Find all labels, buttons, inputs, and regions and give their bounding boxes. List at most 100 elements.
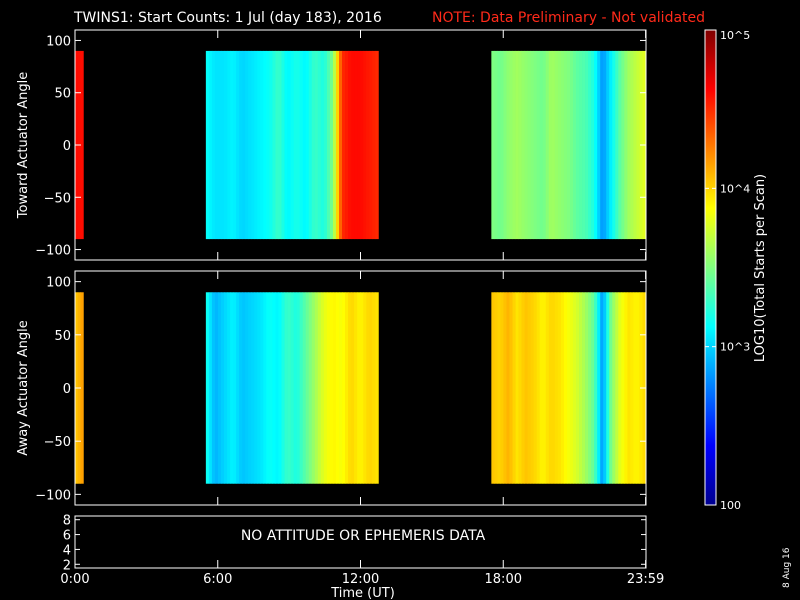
toward-heatmap-cell xyxy=(585,50,589,240)
toward-heatmap-cell xyxy=(296,50,301,240)
toward-heatmap-cell xyxy=(220,50,225,240)
away-heatmap-cell xyxy=(345,292,349,484)
toward-x-ticks xyxy=(74,30,647,260)
toward-heatmap-cell xyxy=(512,50,516,240)
ephemeris-y-tick-label: 4 xyxy=(63,543,71,558)
time-tick-label: 23:59 xyxy=(627,572,664,587)
away-heatmap-cell xyxy=(566,292,571,484)
toward-heatmap-cell xyxy=(299,50,304,240)
away-heatmap-cell xyxy=(220,292,225,484)
away-heatmap-cell xyxy=(591,292,595,484)
away-y-tick-label: −50 xyxy=(44,435,71,450)
toward-heatmap-cell xyxy=(266,50,270,240)
toward-heatmap-cell xyxy=(633,50,637,240)
toward-heatmap-cell xyxy=(260,50,264,240)
toward-heatmap-cell xyxy=(497,50,501,240)
away-heatmap-cell xyxy=(569,292,574,484)
toward-heatmap-cell xyxy=(521,50,525,240)
toward-heatmap-cell xyxy=(548,50,553,240)
away-heatmap-cell xyxy=(518,292,522,484)
away-heatmap-cell xyxy=(266,292,270,484)
away-heatmap-cell xyxy=(311,292,316,484)
toward-heatmap-cell xyxy=(363,50,367,240)
colorbar-tick-label: 10^4 xyxy=(720,182,750,195)
toward-heatmap-cell xyxy=(332,50,337,240)
toward-heatmap-cell xyxy=(281,50,285,240)
away-heatmap-cell xyxy=(588,292,592,484)
toward-heatmap-cell xyxy=(326,50,331,240)
away-heatmap-cell xyxy=(230,292,234,484)
away-heatmap-cell xyxy=(281,292,285,484)
away-heatmap-cell xyxy=(572,292,577,484)
toward-heatmap-cell xyxy=(275,50,279,240)
toward-heatmap-cell xyxy=(612,50,616,240)
away-heatmap-cell xyxy=(491,292,495,484)
time-tick-label: 18:00 xyxy=(485,572,522,587)
toward-heatmap-cell xyxy=(539,50,544,240)
away-heatmap-cell xyxy=(293,292,298,484)
away-heatmap-cell xyxy=(606,292,610,484)
away-actuator-panel: 100 50 0 −50 −100 Away Actuator Angle xyxy=(16,270,647,506)
away-heatmap-cell xyxy=(308,292,313,484)
away-heatmap-cell xyxy=(263,292,267,484)
away-heatmap-cell xyxy=(342,292,346,484)
away-heatmap-cell xyxy=(269,292,273,484)
toward-heatmap-cell xyxy=(323,50,328,240)
away-heatmap-cell xyxy=(563,292,568,484)
colorbar xyxy=(705,30,716,505)
away-heatmap-cell xyxy=(524,292,529,484)
toward-heatmap-cell xyxy=(636,50,640,240)
toward-heatmap-cell xyxy=(311,50,316,240)
toward-heatmap-cell xyxy=(503,50,507,240)
away-heatmap-cell xyxy=(242,292,246,484)
toward-heatmap-cell xyxy=(236,50,240,240)
toward-heatmap-cell xyxy=(257,50,261,240)
toward-heatmap-cell xyxy=(214,50,219,240)
away-heatmap-cell xyxy=(530,292,535,484)
away-heatmap-cell xyxy=(290,292,295,484)
time-tick-label: 6:00 xyxy=(203,572,232,587)
toward-heatmap-cell xyxy=(80,50,84,240)
toward-heatmap-cell xyxy=(597,50,601,240)
toward-heatmap-cell xyxy=(263,50,267,240)
toward-heatmap-cell xyxy=(208,50,213,240)
toward-heatmap-cell xyxy=(217,50,222,240)
away-heatmap-cell xyxy=(227,292,231,484)
toward-heatmap-cell xyxy=(551,50,556,240)
away-heatmap-cell xyxy=(597,292,601,484)
toward-heatmap-cell xyxy=(606,50,610,240)
away-heatmap-cell xyxy=(287,292,291,484)
away-heatmap-cell xyxy=(351,292,355,484)
away-heatmap-cell xyxy=(357,292,361,484)
toward-heatmap-cell xyxy=(576,50,580,240)
away-heatmap-cell xyxy=(630,292,634,484)
toward-heatmap-cell xyxy=(293,50,298,240)
toward-heatmap-cell xyxy=(524,50,529,240)
ephemeris-y-tick-label: 6 xyxy=(63,529,71,544)
away-heatmap-cell xyxy=(609,292,613,484)
colorbar-label: LOG10(Total Starts per Scan) xyxy=(753,174,768,362)
toward-heatmap-cell xyxy=(624,50,628,240)
footer-date: 8 Aug 16 xyxy=(782,547,792,588)
toward-heatmap-cell xyxy=(533,50,538,240)
preliminary-note: NOTE: Data Preliminary - Not validated xyxy=(432,10,705,26)
away-heatmap-cell xyxy=(554,292,559,484)
away-heatmap-cell xyxy=(275,292,279,484)
toward-heatmap-cell xyxy=(248,50,252,240)
toward-heatmap-cell xyxy=(588,50,592,240)
away-heatmap-cell xyxy=(332,292,337,484)
away-heatmap-cell xyxy=(636,292,640,484)
ephemeris-y-tick-label: 2 xyxy=(63,558,71,573)
toward-heatmap-cell xyxy=(569,50,574,240)
away-heatmap-cell xyxy=(251,292,255,484)
toward-y-tick-label: 0 xyxy=(63,139,71,154)
toward-heatmap-cell xyxy=(600,50,604,240)
toward-y-tick-label: −100 xyxy=(35,244,71,259)
toward-heatmap-cell xyxy=(572,50,577,240)
toward-heatmap-cell xyxy=(272,50,276,240)
toward-heatmap-cell xyxy=(515,50,519,240)
away-heatmap-cell xyxy=(618,292,622,484)
away-heatmap-cell xyxy=(579,292,583,484)
